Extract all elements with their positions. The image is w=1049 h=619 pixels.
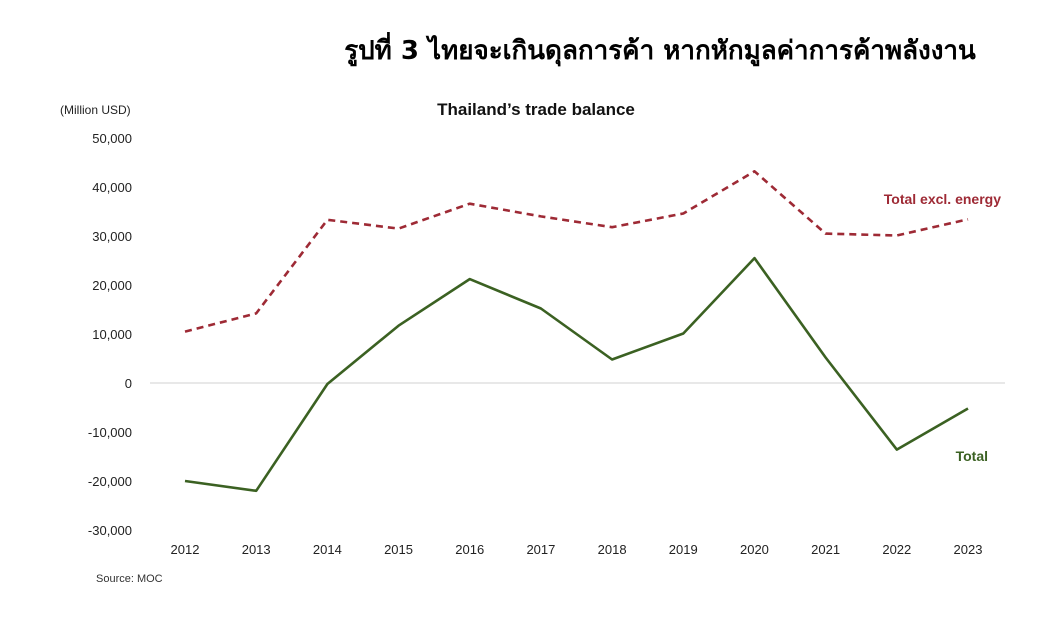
x-tick-label: 2012 (171, 542, 200, 557)
series-lines (183, 169, 971, 493)
data-point-total (966, 406, 971, 411)
y-tick-label: -20,000 (88, 474, 132, 489)
x-tick-label: 2019 (669, 542, 698, 557)
data-point-total (396, 323, 401, 328)
x-tick-label: 2013 (242, 542, 271, 557)
series-label-total: Total (956, 448, 988, 464)
data-point-total-excl-energy (467, 201, 472, 206)
x-tick-label: 2023 (954, 542, 983, 557)
data-point-total-excl-energy (681, 211, 686, 216)
y-tick-label: 30,000 (92, 229, 132, 244)
data-point-total-excl-energy (966, 217, 971, 222)
y-tick-label: 40,000 (92, 180, 132, 195)
data-point-total-excl-energy (396, 226, 401, 231)
data-point-total-excl-energy (610, 225, 615, 230)
data-point-total (681, 331, 686, 336)
y-tick-label: -10,000 (88, 425, 132, 440)
data-point-total (538, 306, 543, 311)
x-tick-label: 2015 (384, 542, 413, 557)
data-point-total-excl-energy (254, 311, 259, 316)
data-point-total-excl-energy (325, 217, 330, 222)
x-axis-ticks: 2012 2013 2014 2015 2016 2017 2018 2019 2020 2021… (171, 542, 983, 557)
data-point-total-excl-energy (823, 231, 828, 236)
series-line-total-excl-energy (184, 170, 969, 333)
y-axis-ticks: 50,000 40,000 30,000 20,000 10,000 0 -10,000 -2… (88, 131, 132, 538)
y-tick-label: 50,000 (92, 131, 132, 146)
y-tick-label: 0 (125, 376, 132, 391)
figure-title: รูปที่ 3 ไทยจะเกินดุลการค้า หากหักมูลค่า… (344, 36, 976, 66)
data-point-total (325, 381, 330, 386)
y-tick-label: 20,000 (92, 278, 132, 293)
data-point-total (610, 357, 615, 362)
x-tick-label: 2017 (526, 542, 555, 557)
data-point-total (823, 355, 828, 360)
series-line-total (184, 256, 969, 493)
chart-title: Thailand’s trade balance (437, 100, 635, 119)
data-point-total (183, 479, 188, 484)
data-point-total-excl-energy (752, 169, 757, 174)
data-point-total-excl-energy (183, 329, 188, 334)
data-point-total (752, 256, 757, 261)
data-point-total (254, 488, 259, 493)
data-point-total (467, 277, 472, 282)
data-point-total-excl-energy (538, 214, 543, 219)
data-point-total (894, 447, 899, 452)
data-point-total-excl-energy (894, 233, 899, 238)
x-tick-label: 2022 (882, 542, 911, 557)
x-tick-label: 2014 (313, 542, 342, 557)
y-tick-label: -30,000 (88, 523, 132, 538)
x-tick-label: 2016 (455, 542, 484, 557)
source-note: Source: MOC (96, 573, 163, 585)
y-axis-unit-label: (Million USD) (60, 103, 131, 117)
x-tick-label: 2020 (740, 542, 769, 557)
series-label-total-excl-energy: Total excl. energy (884, 191, 1001, 207)
y-tick-label: 10,000 (92, 327, 132, 342)
x-tick-label: 2018 (598, 542, 627, 557)
x-tick-label: 2021 (811, 542, 840, 557)
